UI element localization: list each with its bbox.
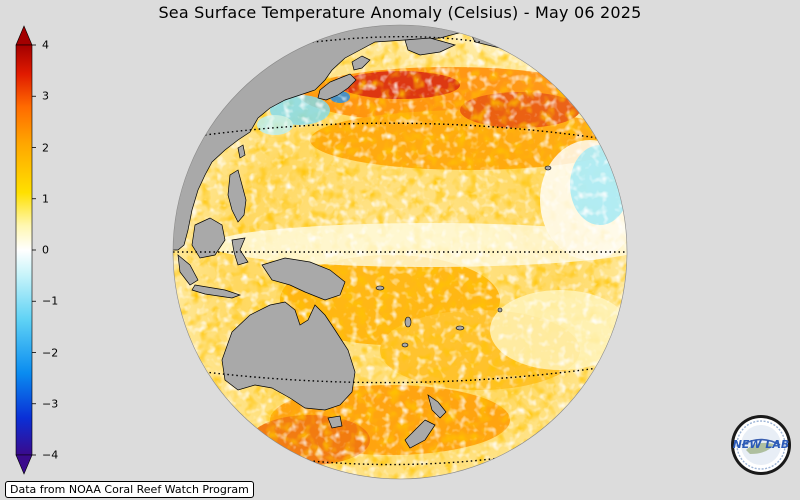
colorbar-tick-label: −1 xyxy=(42,294,59,308)
globe-surface xyxy=(173,25,627,479)
colorbar-min-extension xyxy=(15,454,33,475)
landmass-tasmania xyxy=(327,415,343,429)
colorbar-tick-label: 3 xyxy=(42,89,49,103)
colorbar xyxy=(15,25,36,475)
small-islands xyxy=(375,165,552,348)
landmass-philippines xyxy=(227,169,247,223)
landmass-new-zealand-south xyxy=(404,419,436,449)
landmass-japan-north xyxy=(351,55,371,71)
landmass-new-guinea xyxy=(261,257,346,301)
landmass-japan xyxy=(317,73,357,101)
landmass-taiwan xyxy=(237,144,246,159)
landmass-new-zealand-north xyxy=(427,394,447,419)
landmass-java xyxy=(191,284,242,299)
landmass-australia xyxy=(221,301,356,411)
colorbar-tick-label: 0 xyxy=(42,243,49,257)
data-credit: Data from NOAA Coral Reef Watch Program xyxy=(5,481,254,498)
colorbar-tick-label: 1 xyxy=(42,192,49,206)
globe-outline xyxy=(172,24,628,480)
colorbar-tick-label: 4 xyxy=(42,38,49,52)
colorbar-tick-label: −2 xyxy=(42,346,59,359)
landmass-borneo xyxy=(191,217,226,259)
landmass-kamchatka xyxy=(404,37,457,56)
landmass-sumatra xyxy=(177,254,199,286)
landmass-sulawesi xyxy=(231,237,249,266)
nex-lab-logo-icon: NEW LAB xyxy=(731,415,791,475)
figure-title: Sea Surface Temperature Anomaly (Celsius… xyxy=(158,3,642,22)
dotted-parallels xyxy=(173,35,627,466)
colorbar-tick-label: 2 xyxy=(42,141,49,154)
logo-text: NEW LAB xyxy=(733,438,790,451)
colorbar-tick-label: −3 xyxy=(42,397,59,411)
colorbar-tick-label: −4 xyxy=(42,448,59,462)
